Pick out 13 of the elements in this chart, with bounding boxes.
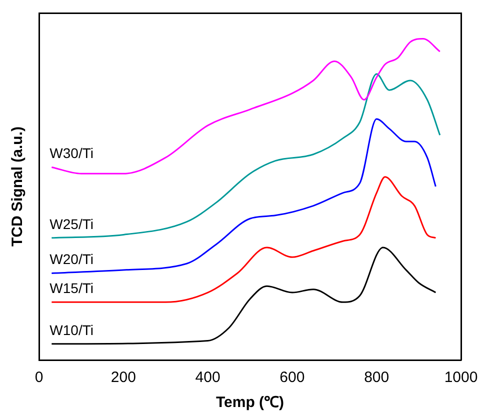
x-tick-label: 0 xyxy=(34,369,44,386)
series-label: W30/Ti xyxy=(50,145,94,162)
x-tick-label: 200 xyxy=(110,369,136,386)
series-label: W10/Ti xyxy=(50,322,94,338)
series-label: W25/Ti xyxy=(50,216,94,232)
series-label: W20/Ti xyxy=(50,251,94,268)
x-tick-label: 800 xyxy=(364,369,390,386)
x-axis-title: Temp (℃) xyxy=(216,394,284,412)
x-tick-label: 1000 xyxy=(444,369,478,386)
series-label: W15/Ti xyxy=(50,280,94,296)
y-axis-title: TCD Signal (a.u.) xyxy=(9,126,26,246)
x-tick-label: 600 xyxy=(280,369,305,386)
x-tick-label: 400 xyxy=(195,369,220,386)
